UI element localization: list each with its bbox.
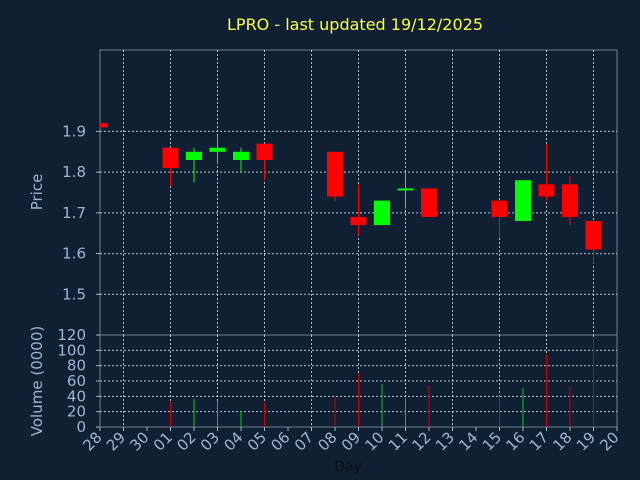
price-panel: 1.5 1.6 1.7 1.8 1.9 bbox=[62, 49, 618, 336]
volume-tick-label: 40 bbox=[67, 387, 86, 405]
price-tick-label: 1.5 bbox=[62, 285, 86, 303]
candle-body bbox=[350, 216, 367, 226]
volume-tick-label: 60 bbox=[67, 372, 86, 390]
price-tick-label: 1.6 bbox=[62, 245, 86, 263]
price-tick-label: 1.8 bbox=[62, 163, 86, 181]
candle-body bbox=[397, 188, 414, 191]
x-axis: 2829300102030405060708091011121314151617… bbox=[79, 427, 623, 455]
x-tick-label: 30 bbox=[126, 428, 152, 454]
x-tick-label: 10 bbox=[361, 428, 387, 454]
x-tick-label: 01 bbox=[150, 428, 176, 454]
candle-body bbox=[162, 147, 179, 169]
candle-body bbox=[233, 151, 249, 160]
x-tick-label: 07 bbox=[291, 428, 317, 454]
candle-body bbox=[585, 221, 602, 250]
candle-body bbox=[515, 180, 531, 221]
x-tick-label: 04 bbox=[220, 428, 246, 454]
x-tick-label: 16 bbox=[502, 428, 528, 454]
volume-tick-label: 80 bbox=[67, 357, 86, 375]
candle-body bbox=[374, 200, 390, 226]
candle-body bbox=[562, 184, 578, 217]
candle-body bbox=[186, 151, 202, 160]
volume-tick-label: 0 bbox=[76, 418, 86, 436]
x-tick-label: 18 bbox=[549, 428, 575, 454]
x-tick-label: 29 bbox=[103, 428, 129, 454]
volume-axis-label: Volume (0000) bbox=[28, 326, 46, 436]
x-tick-label: 15 bbox=[479, 428, 505, 454]
candle-body bbox=[491, 200, 508, 217]
volume-tick-label: 120 bbox=[57, 326, 86, 344]
price-tick-label: 1.7 bbox=[62, 204, 86, 222]
x-tick-label: 05 bbox=[244, 428, 270, 454]
candle-body bbox=[421, 188, 437, 217]
volume-tick-label: 100 bbox=[57, 341, 86, 359]
price-tick-label: 1.9 bbox=[62, 122, 86, 140]
candle-body bbox=[209, 147, 226, 152]
volume-tick-label: 20 bbox=[67, 403, 86, 421]
candle-body bbox=[256, 143, 273, 160]
price-axis-label: Price bbox=[28, 174, 46, 211]
x-tick-label: 17 bbox=[526, 428, 552, 454]
x-tick-label: 12 bbox=[408, 428, 434, 454]
x-tick-label: 14 bbox=[455, 428, 481, 454]
x-axis-label: Day bbox=[334, 459, 362, 475]
x-tick-label: 03 bbox=[197, 428, 223, 454]
x-tick-label: 08 bbox=[314, 428, 340, 454]
candle-body bbox=[100, 123, 108, 128]
x-tick-label: 02 bbox=[173, 428, 199, 454]
x-tick-label: 20 bbox=[596, 428, 622, 454]
candle-body bbox=[327, 151, 343, 197]
candle-body bbox=[538, 184, 555, 197]
x-tick-label: 06 bbox=[267, 428, 293, 454]
x-tick-label: 19 bbox=[573, 428, 599, 454]
x-tick-label: 13 bbox=[432, 428, 458, 454]
x-tick-label: 09 bbox=[338, 428, 364, 454]
x-tick-label: 11 bbox=[385, 428, 411, 454]
chart-title: LPRO - last updated 19/12/2025 bbox=[227, 15, 483, 34]
